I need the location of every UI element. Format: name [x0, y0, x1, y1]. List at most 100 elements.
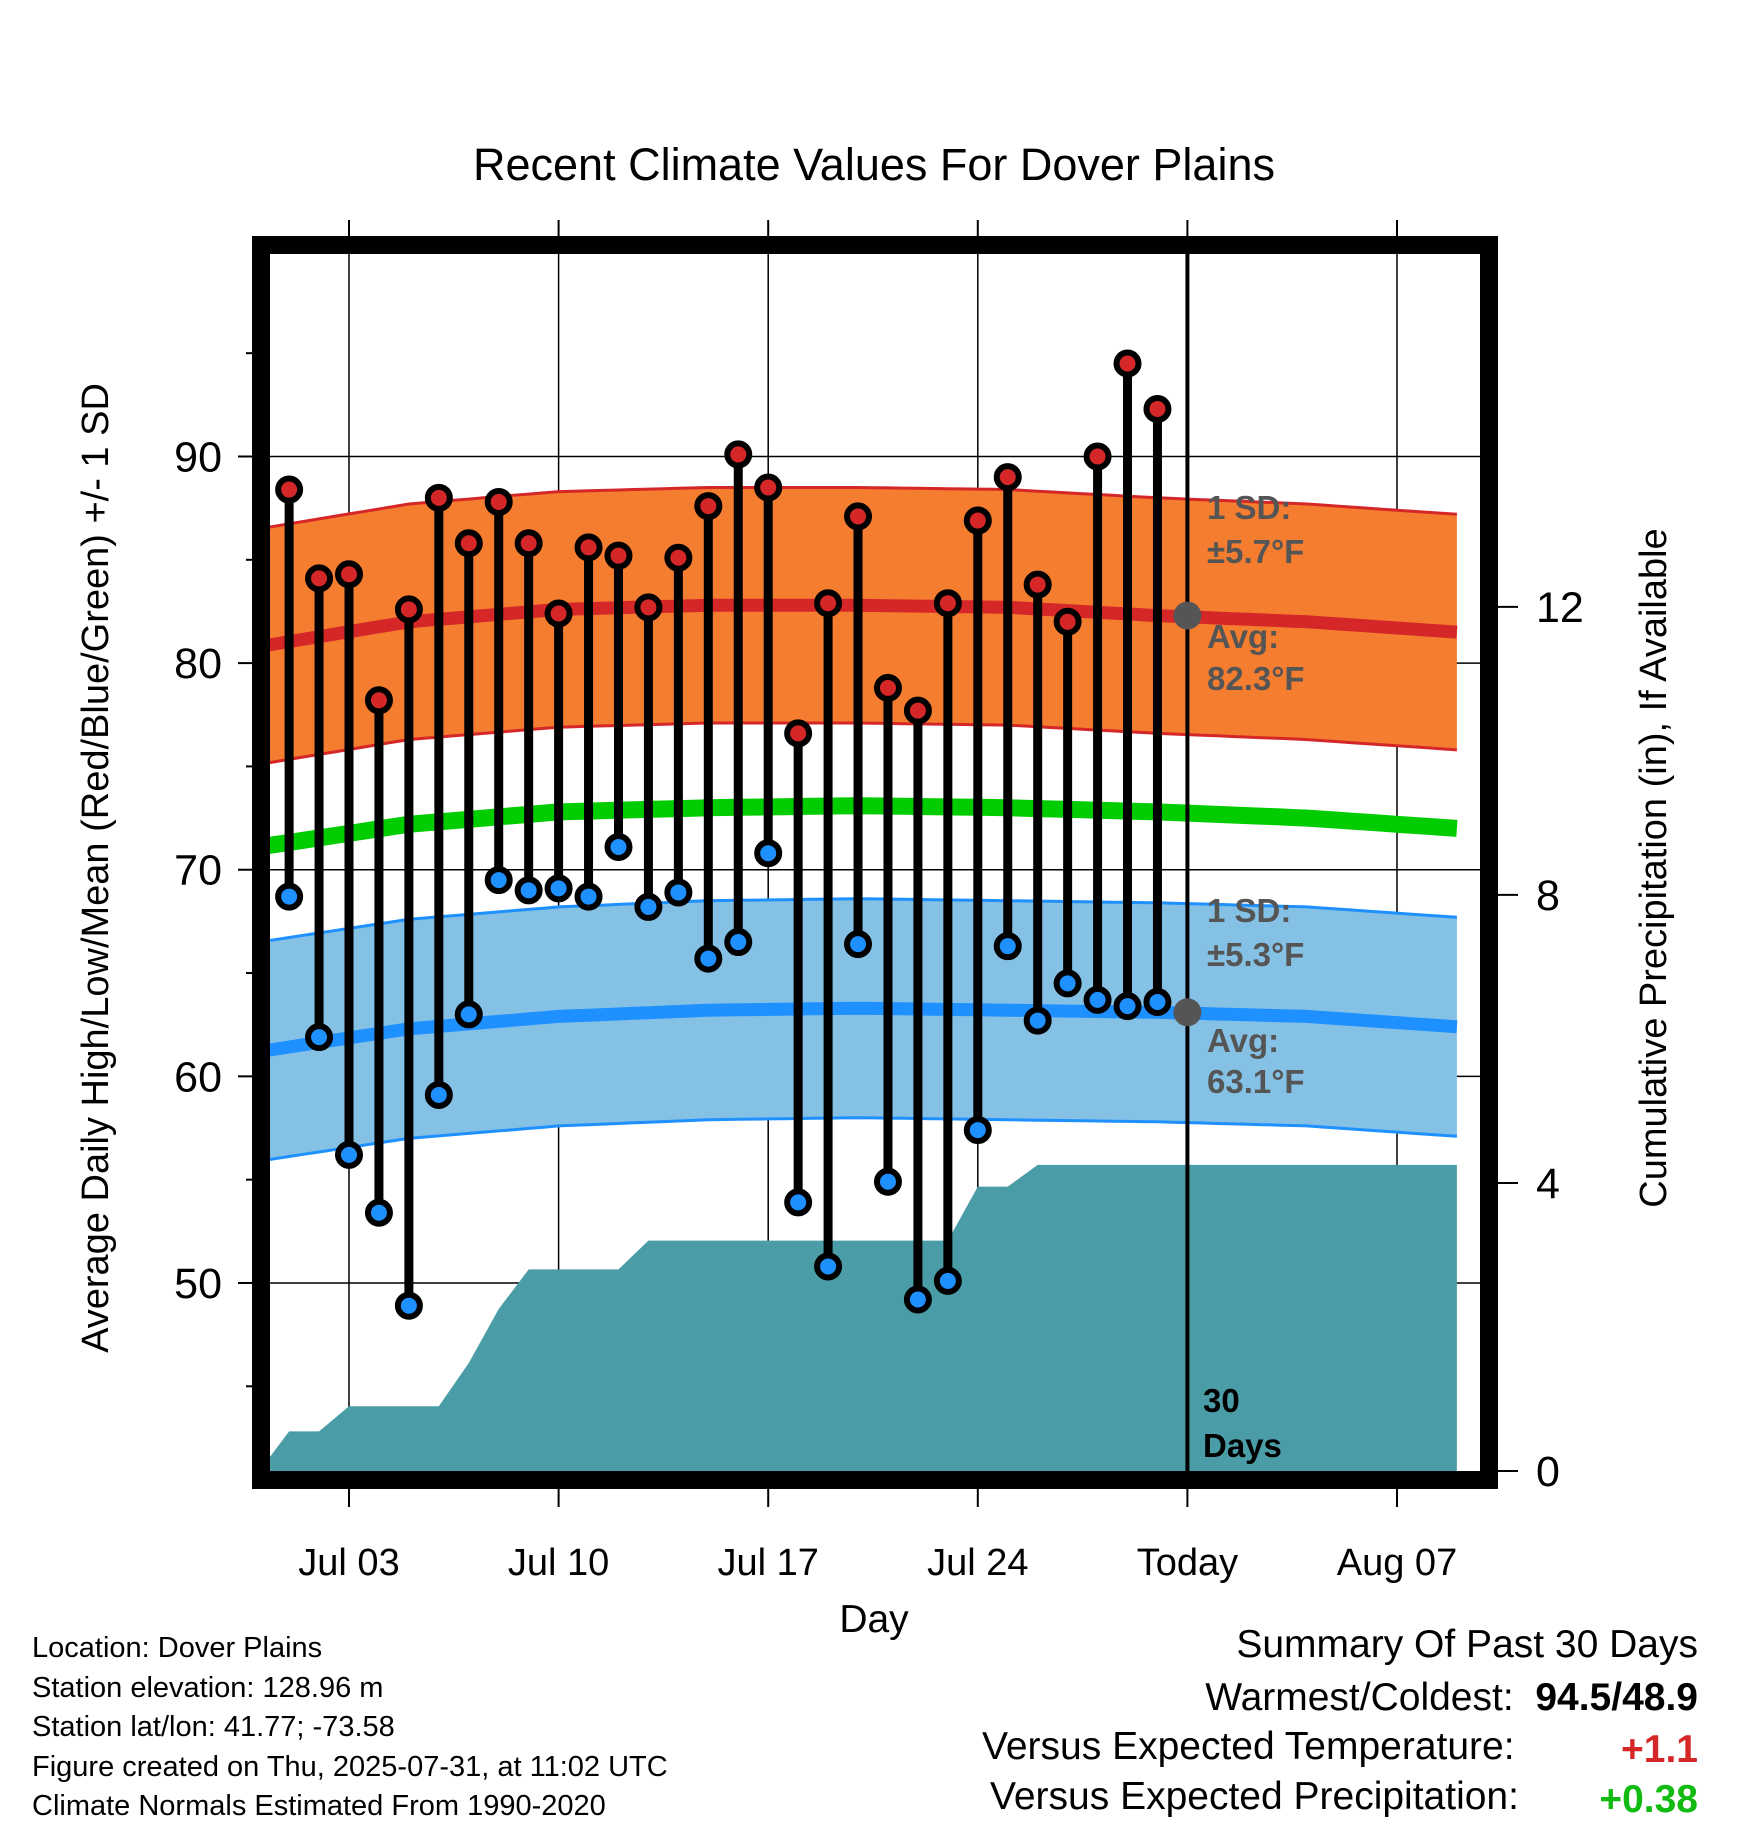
- x-tick-label: Aug 07: [1337, 1542, 1457, 1584]
- high-temp-point: [754, 473, 783, 502]
- y2-tick-label: 4: [1536, 1160, 1560, 1208]
- footer-elevation: Station elevation: 128.96 m: [32, 1672, 384, 1704]
- y-tick-label: 80: [174, 640, 222, 688]
- warmest-coldest-label: Warmest/Coldest:: [1205, 1676, 1514, 1719]
- high-temp-point: [574, 533, 603, 562]
- high-sd-label: 1 SD:: [1207, 489, 1291, 526]
- x-tick-label: Jul 17: [717, 1542, 818, 1584]
- warmest-coldest-value: 94.5/48.9: [1535, 1676, 1698, 1719]
- high-temp-point: [993, 463, 1022, 492]
- precipitation-area: [270, 1164, 1457, 1471]
- chart-title: Recent Climate Values For Dover Plains: [473, 139, 1275, 190]
- high-temp-point: [394, 595, 423, 624]
- y2-tick-label: 8: [1536, 872, 1560, 920]
- high-temp-point: [1083, 442, 1112, 471]
- low-temp-point: [275, 882, 304, 911]
- x-tick-label: Jul 03: [298, 1542, 399, 1584]
- high-sd-value: ±5.7°F: [1207, 533, 1304, 570]
- low-temp-point: [335, 1140, 363, 1169]
- low-temp-point: [844, 930, 873, 959]
- high-temp-point: [664, 543, 693, 572]
- low-temp-point: [424, 1080, 453, 1109]
- footer-normals: Climate Normals Estimated From 1990-2020: [32, 1790, 606, 1822]
- high-temp-point: [694, 492, 723, 521]
- y-tick-label: 90: [174, 433, 222, 481]
- low-temp-point: [1053, 969, 1082, 998]
- plot-area: 1 SD: ±5.7°F Avg: 82.3°F 1 SD: ±5.3°F Avg: 63.1…: [174, 220, 1584, 1584]
- low-sd-value: ±5.3°F: [1207, 936, 1304, 973]
- summary-title: Summary Of Past 30 Days: [1236, 1623, 1698, 1666]
- low-temp-point: [454, 1000, 483, 1029]
- y-tick-label: 70: [174, 847, 222, 895]
- high-temp-point: [1023, 570, 1052, 599]
- low-temp-point: [933, 1266, 962, 1295]
- low-temp-point: [903, 1285, 932, 1314]
- y-tick-label: 60: [174, 1053, 222, 1101]
- low-temp-point: [993, 932, 1022, 961]
- high-temp-point: [454, 529, 483, 558]
- low-temp-point: [664, 878, 693, 907]
- x-tick-label: Jul 10: [508, 1542, 609, 1584]
- low-avg-label: Avg:: [1207, 1022, 1279, 1059]
- high-temp-point: [634, 593, 663, 622]
- low-temp-point: [873, 1167, 902, 1196]
- low-temp-point: [1083, 985, 1112, 1014]
- footer-created: Figure created on Thu, 2025-07-31, at 11…: [32, 1751, 668, 1783]
- low-temp-point: [544, 874, 573, 903]
- high-temp-point: [814, 589, 843, 618]
- high-temp-point: [275, 475, 304, 504]
- low-temp-point: [574, 882, 603, 911]
- low-temp-point: [484, 866, 513, 895]
- summary-temp-value: +1.1: [1621, 1728, 1698, 1771]
- x-tick-label: Today: [1137, 1542, 1238, 1584]
- footer-location: Location: Dover Plains: [32, 1632, 323, 1664]
- normal-low-band-lower-edge: [270, 1116, 1458, 1161]
- low-avg-value: 63.1°F: [1207, 1063, 1305, 1100]
- summary-precip-label: Versus Expected Precipitation:: [990, 1775, 1519, 1818]
- high-temp-point: [933, 589, 962, 618]
- low-temp-point: [754, 839, 783, 868]
- low-sd-label: 1 SD:: [1207, 892, 1291, 929]
- summary-temp-label: Versus Expected Temperature:: [982, 1725, 1515, 1768]
- high-temp-point: [424, 483, 453, 512]
- high-avg-label: Avg:: [1207, 618, 1279, 655]
- high-temp-point: [903, 696, 932, 725]
- low-temp-point: [514, 876, 543, 905]
- plot-frame: [252, 236, 1498, 1489]
- low-temp-point: [1023, 1006, 1052, 1035]
- low-temp-point: [724, 928, 753, 957]
- high-temp-point: [784, 719, 813, 748]
- low-temp-point: [634, 892, 663, 921]
- y2-tick-label: 12: [1536, 584, 1584, 632]
- low-temp-point: [394, 1291, 423, 1320]
- high-temp-point: [514, 529, 543, 558]
- high-temp-point: [604, 541, 633, 570]
- high-temp-point: [1113, 349, 1142, 378]
- low-temp-point: [305, 1023, 334, 1052]
- days-count-label: 30: [1203, 1382, 1240, 1419]
- high-temp-point: [844, 502, 873, 531]
- y2-tick-label: 0: [1536, 1448, 1560, 1496]
- summary-precip-value: +0.38: [1599, 1778, 1698, 1821]
- y-axis-label: Average Daily High/Low/Mean (Red/Blue/Gr…: [75, 383, 117, 1353]
- high-temp-point: [335, 560, 363, 589]
- low-temp-point: [1113, 992, 1142, 1021]
- low-avg-marker: [1173, 998, 1202, 1027]
- high-temp-point: [544, 599, 573, 628]
- high-temp-point: [484, 487, 513, 516]
- y2-axis-label: Cumulative Precipitation (in), If Availa…: [1633, 528, 1675, 1207]
- high-avg-value: 82.3°F: [1207, 660, 1305, 697]
- high-temp-point: [305, 564, 334, 593]
- summary-warmest-coldest: Warmest/Coldest: 94.5/48.9: [1205, 1676, 1698, 1720]
- high-temp-point: [873, 673, 902, 702]
- low-temp-point: [364, 1198, 393, 1227]
- high-temp-point: [1143, 394, 1172, 423]
- high-temp-point: [724, 440, 753, 469]
- low-temp-point: [814, 1252, 843, 1281]
- high-temp-point: [963, 506, 992, 535]
- x-tick-label: Jul 24: [927, 1542, 1028, 1584]
- y-tick-label: 50: [174, 1260, 222, 1308]
- high-temp-point: [1053, 607, 1082, 636]
- x-axis-label: Day: [839, 1598, 909, 1641]
